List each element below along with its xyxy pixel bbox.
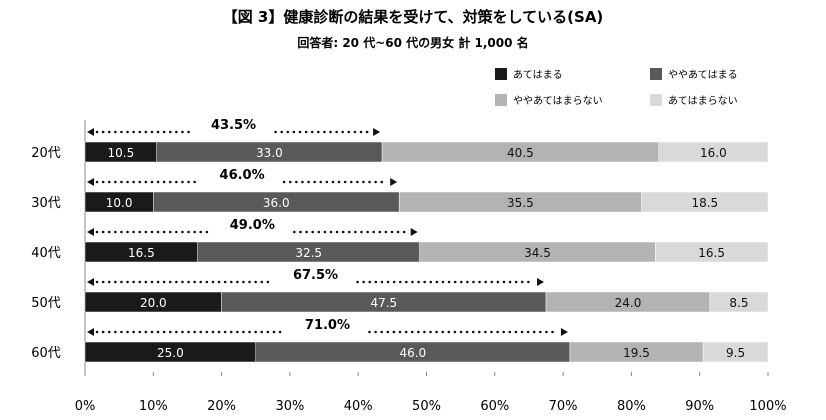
data-label: 10.5 <box>107 146 134 160</box>
annotation-arrow-left <box>87 278 94 286</box>
category-label: 40代 <box>31 246 61 261</box>
annotation-arrow-left <box>87 228 94 236</box>
x-tick-label: 20% <box>207 399 236 414</box>
annotation-arrow-right <box>390 178 398 186</box>
annotation-arrow-right <box>537 278 545 286</box>
annotation-arrow-right <box>373 128 381 136</box>
annotation-arrow-right <box>560 328 568 336</box>
annotation-arrow-right <box>410 228 418 236</box>
legend-label: あてはまる <box>513 69 563 81</box>
category-label: 50代 <box>31 296 61 311</box>
legend-swatch <box>650 68 662 80</box>
category-label: 20代 <box>31 146 61 161</box>
x-tick-label: 70% <box>549 399 578 414</box>
legend-label: あてはまらない <box>668 95 738 107</box>
x-tick-label: 90% <box>685 399 714 414</box>
bar-segment <box>641 191 769 213</box>
legend-swatch <box>495 94 507 106</box>
x-tick-label: 30% <box>275 399 304 414</box>
x-tick-label: 0% <box>75 399 96 414</box>
x-tick-label: 40% <box>344 399 373 414</box>
data-label: 34.5 <box>524 246 551 260</box>
data-label: 20.0 <box>140 296 167 310</box>
legend-swatch <box>495 68 507 80</box>
category-label: 30代 <box>31 196 61 211</box>
annotation-arrow-left <box>87 178 94 186</box>
x-tick-label: 80% <box>617 399 646 414</box>
annotation-label: 46.0% <box>220 168 265 183</box>
data-label: 47.5 <box>370 296 397 310</box>
data-label: 9.5 <box>726 346 745 360</box>
annotation-label: 67.5% <box>293 268 338 283</box>
annotation-label: 71.0% <box>305 318 350 333</box>
data-label: 24.0 <box>615 296 642 310</box>
bar-segment <box>709 291 769 313</box>
legend-label: ややあてはまる <box>668 69 738 81</box>
data-label: 40.5 <box>507 146 534 160</box>
bar-segment <box>702 341 769 363</box>
x-tick-label: 10% <box>139 399 168 414</box>
bar-segment <box>658 141 769 163</box>
bar-segment <box>655 241 769 263</box>
data-label: 25.0 <box>157 346 184 360</box>
legend-swatch <box>650 94 662 106</box>
data-label: 32.5 <box>295 246 322 260</box>
data-label: 35.5 <box>507 196 534 210</box>
data-label: 46.0 <box>399 346 426 360</box>
chart-subtitle: 回答者: 20 代~60 代の男女 計 1,000 名 <box>297 35 528 50</box>
data-label: 33.0 <box>256 146 283 160</box>
data-label: 19.5 <box>623 346 650 360</box>
annotation-arrow-left <box>87 328 94 336</box>
x-tick-label: 60% <box>480 399 509 414</box>
legend-label: ややあてはまらない <box>513 95 603 107</box>
data-label: 8.5 <box>729 296 748 310</box>
plot-area: 0% 10% 20% 30% 40% 50% 60% 70% 80% 90% 100% 20代 10.5… <box>31 118 786 414</box>
x-tick-label: 100% <box>749 399 786 414</box>
data-label: 16.5 <box>128 246 155 260</box>
annotation-label: 43.5% <box>211 118 256 133</box>
data-label: 16.5 <box>698 246 725 260</box>
category-label: 60代 <box>31 346 61 361</box>
data-label: 16.0 <box>700 146 727 160</box>
annotation-arrow-left <box>87 128 94 136</box>
x-tick-label: 50% <box>412 399 441 414</box>
data-label: 18.5 <box>691 196 718 210</box>
chart-title: 【図 3】健康診断の結果を受けて、対策をしている(SA) <box>223 8 604 26</box>
annotation-label: 49.0% <box>230 218 275 233</box>
data-label: 36.0 <box>263 196 290 210</box>
data-label: 10.0 <box>106 196 133 210</box>
